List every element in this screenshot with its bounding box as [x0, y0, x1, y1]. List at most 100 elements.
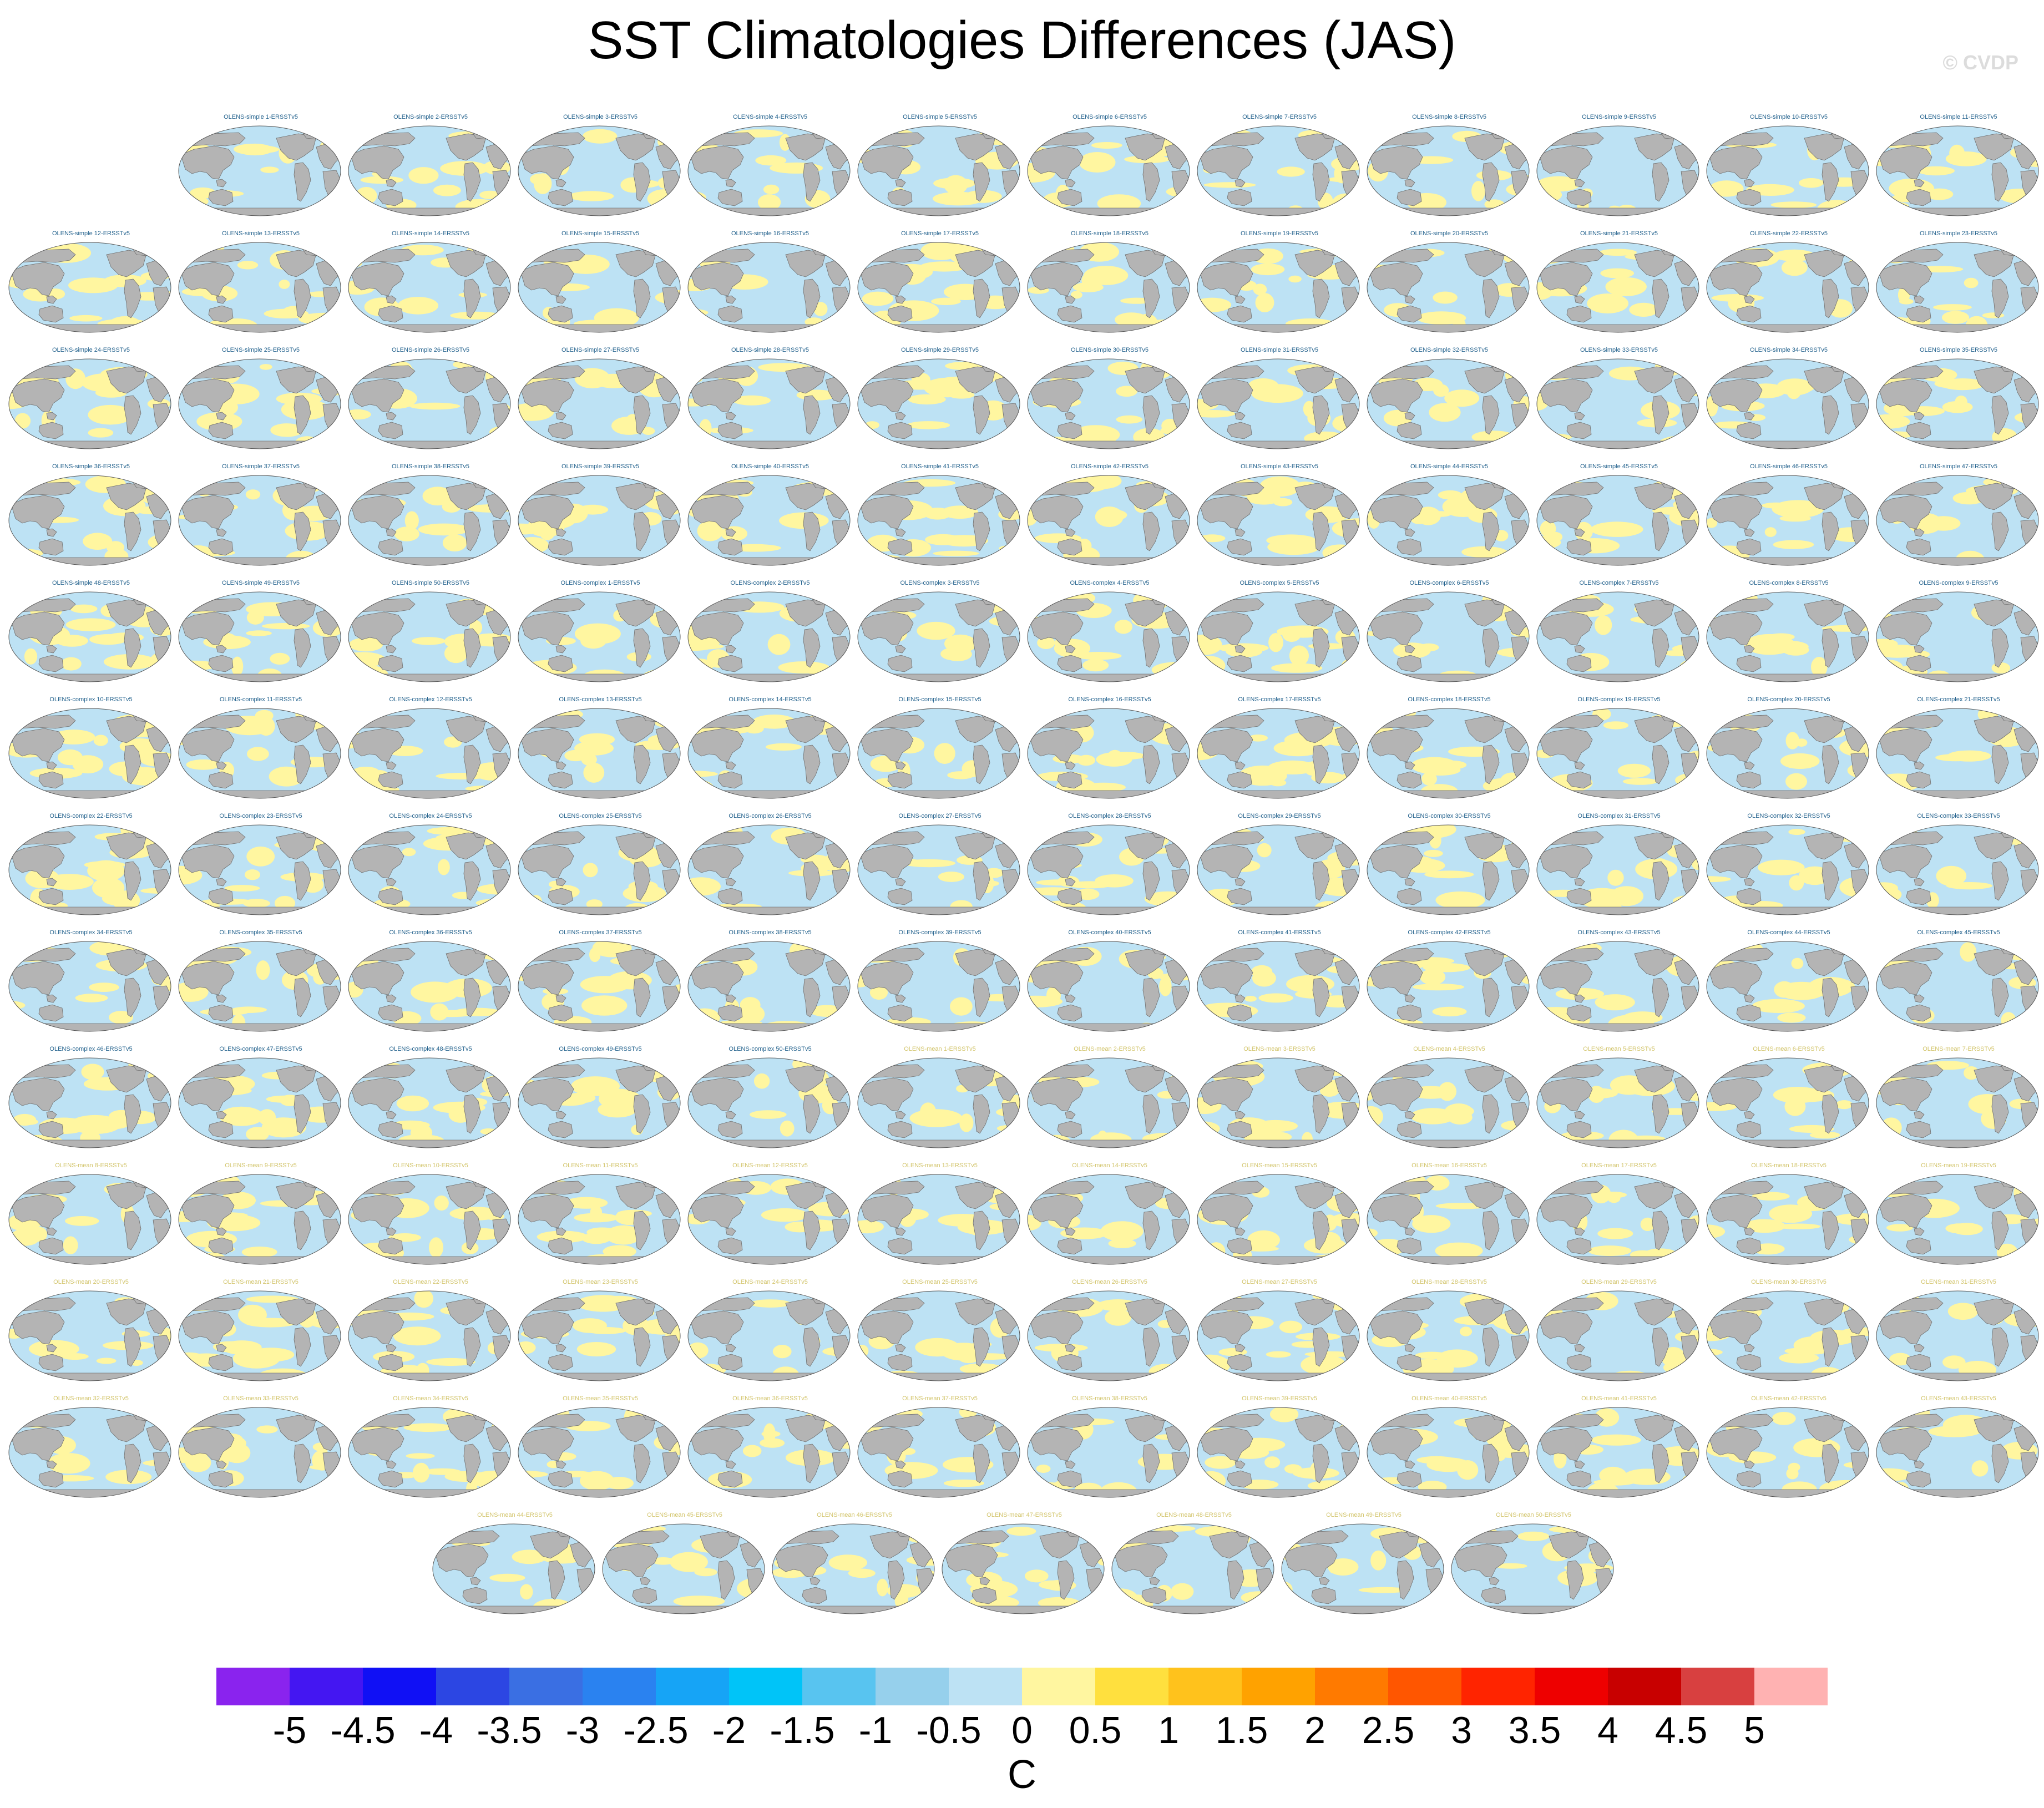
colorbar-swatch [729, 1668, 803, 1705]
globe-map [687, 824, 851, 915]
map-panel: OLENS-simple 3-ERSSTv5 [517, 114, 684, 219]
map-panel: OLENS-complex 48-ERSSTv5 [347, 1046, 514, 1151]
map-panel: OLENS-simple 22-ERSSTv5 [1706, 230, 1872, 336]
map-panel: OLENS-simple 21-ERSSTv5 [1536, 230, 1702, 336]
map-panel: OLENS-complex 50-ERSSTv5 [687, 1046, 853, 1151]
map-panel: OLENS-simple 29-ERSSTv5 [857, 347, 1023, 452]
globe-map [1536, 824, 1699, 915]
map-panel-title: OLENS-mean 43-ERSSTv5 [1921, 1395, 1996, 1402]
map-panel-title: OLENS-complex 11-ERSSTv5 [219, 696, 302, 703]
map-panel: OLENS-mean 9-ERSSTv5 [178, 1162, 344, 1268]
globe-map [1876, 1174, 2039, 1265]
globe-map [518, 1174, 681, 1265]
map-panel-title: OLENS-mean 22-ERSSTv5 [393, 1279, 468, 1285]
map-panel: OLENS-simple 20-ERSSTv5 [1366, 230, 1532, 336]
map-panel: OLENS-simple 12-ERSSTv5 [8, 230, 174, 336]
map-panel: OLENS-simple 31-ERSSTv5 [1196, 347, 1363, 452]
map-panel: OLENS-complex 47-ERSSTv5 [178, 1046, 344, 1151]
globe-map [687, 1174, 851, 1265]
map-panel-title: OLENS-complex 17-ERSSTv5 [1238, 696, 1321, 703]
globe-map [1876, 358, 2039, 449]
globe-map [1876, 1057, 2039, 1148]
map-panel: OLENS-complex 38-ERSSTv5 [687, 929, 853, 1035]
map-panel-title: OLENS-mean 50-ERSSTv5 [1496, 1512, 1571, 1518]
map-panel: OLENS-simple 33-ERSSTv5 [1536, 347, 1702, 452]
map-panel-title: OLENS-complex 20-ERSSTv5 [1747, 696, 1830, 703]
globe-map [1367, 242, 1530, 333]
globe-map [348, 475, 511, 566]
map-panel-title: OLENS-mean 5-ERSSTv5 [1583, 1046, 1655, 1052]
map-panel: OLENS-simple 11-ERSSTv5 [1875, 114, 2042, 219]
map-panel: OLENS-mean 8-ERSSTv5 [8, 1162, 174, 1268]
map-panel-title: OLENS-simple 45-ERSSTv5 [1580, 463, 1658, 470]
map-panel: OLENS-complex 6-ERSSTv5 [1366, 580, 1532, 685]
map-panel: OLENS-simple 14-ERSSTv5 [347, 230, 514, 336]
map-panel: OLENS-complex 34-ERSSTv5 [8, 929, 174, 1035]
map-panel-title: OLENS-simple 35-ERSSTv5 [1920, 347, 1997, 353]
map-panel: OLENS-mean 24-ERSSTv5 [687, 1279, 853, 1384]
globe-map [1367, 941, 1530, 1032]
map-panel: OLENS-mean 13-ERSSTv5 [857, 1162, 1023, 1268]
map-panel-title: OLENS-simple 7-ERSSTv5 [1242, 114, 1317, 120]
globe-map [178, 475, 341, 566]
globe-map [687, 1407, 851, 1498]
map-panel-title: OLENS-mean 24-ERSSTv5 [732, 1279, 808, 1285]
map-panel: OLENS-mean 43-ERSSTv5 [1875, 1395, 2042, 1501]
map-panel: OLENS-simple 15-ERSSTv5 [517, 230, 684, 336]
globe-map [687, 475, 851, 566]
map-panel-title: OLENS-mean 3-ERSSTv5 [1243, 1046, 1316, 1052]
globe-map [857, 358, 1020, 449]
globe-map [857, 824, 1020, 915]
colorbar-tick-label: -0.5 [916, 1709, 981, 1751]
globe-map [1197, 475, 1360, 566]
globe-map [1706, 358, 1869, 449]
map-panel: OLENS-simple 39-ERSSTv5 [517, 463, 684, 569]
globe-map [857, 242, 1020, 333]
globe-map [1197, 1407, 1360, 1498]
map-panel: OLENS-simple 7-ERSSTv5 [1196, 114, 1363, 219]
map-panel: OLENS-mean 48-ERSSTv5 [1111, 1512, 1277, 1617]
map-panel-title: OLENS-simple 31-ERSSTv5 [1241, 347, 1318, 353]
map-panel: OLENS-simple 47-ERSSTv5 [1875, 463, 2042, 569]
globe-map [687, 591, 851, 682]
map-panel-title: OLENS-complex 16-ERSSTv5 [1068, 696, 1151, 703]
map-panel: OLENS-simple 23-ERSSTv5 [1875, 230, 2042, 336]
map-panel-title: OLENS-mean 37-ERSSTv5 [902, 1395, 978, 1402]
map-panel-title: OLENS-mean 34-ERSSTv5 [393, 1395, 468, 1402]
map-panel: OLENS-simple 13-ERSSTv5 [178, 230, 344, 336]
map-panel-title: OLENS-mean 1-ERSSTv5 [904, 1046, 976, 1052]
map-panel-title: OLENS-complex 3-ERSSTv5 [900, 580, 980, 586]
map-panel-title: OLENS-simple 1-ERSSTv5 [224, 114, 298, 120]
map-panel: OLENS-complex 4-ERSSTv5 [1026, 580, 1193, 685]
globe-map [432, 1523, 595, 1614]
globe-map [518, 125, 681, 216]
map-panel-title: OLENS-simple 17-ERSSTv5 [901, 230, 979, 237]
map-panel-title: OLENS-complex 44-ERSSTv5 [1747, 929, 1830, 936]
map-panel: OLENS-mean 5-ERSSTv5 [1536, 1046, 1702, 1151]
map-panel: OLENS-mean 11-ERSSTv5 [517, 1162, 684, 1268]
map-panel-title: OLENS-mean 15-ERSSTv5 [1242, 1162, 1317, 1169]
globe-map [942, 1523, 1105, 1614]
map-panel-title: OLENS-complex 24-ERSSTv5 [389, 813, 472, 819]
globe-map [1027, 125, 1190, 216]
colorbar-swatch [656, 1668, 730, 1705]
map-panel: OLENS-mean 41-ERSSTv5 [1536, 1395, 1702, 1501]
globe-map [518, 824, 681, 915]
map-panel: OLENS-complex 21-ERSSTv5 [1875, 696, 2042, 802]
map-panel-title: OLENS-complex 39-ERSSTv5 [898, 929, 981, 936]
map-panel-title: OLENS-mean 49-ERSSTv5 [1326, 1512, 1402, 1518]
map-panel: OLENS-complex 22-ERSSTv5 [8, 813, 174, 918]
globe-map [178, 1057, 341, 1148]
colorbar-tick-label: -2.5 [623, 1709, 689, 1751]
map-panel-title: OLENS-complex 29-ERSSTv5 [1238, 813, 1321, 819]
globe-map [518, 358, 681, 449]
globe-map [1281, 1523, 1444, 1614]
map-panel-title: OLENS-mean 38-ERSSTv5 [1072, 1395, 1147, 1402]
map-panel-title: OLENS-mean 28-ERSSTv5 [1411, 1279, 1487, 1285]
colorbar-swatch [1242, 1668, 1316, 1705]
map-panel-title: OLENS-complex 4-ERSSTv5 [1070, 580, 1150, 586]
globe-map [1536, 708, 1699, 799]
map-panel-title: OLENS-mean 9-ERSSTv5 [225, 1162, 297, 1169]
map-panel: OLENS-mean 45-ERSSTv5 [601, 1512, 768, 1617]
map-panel: OLENS-mean 38-ERSSTv5 [1026, 1395, 1193, 1501]
